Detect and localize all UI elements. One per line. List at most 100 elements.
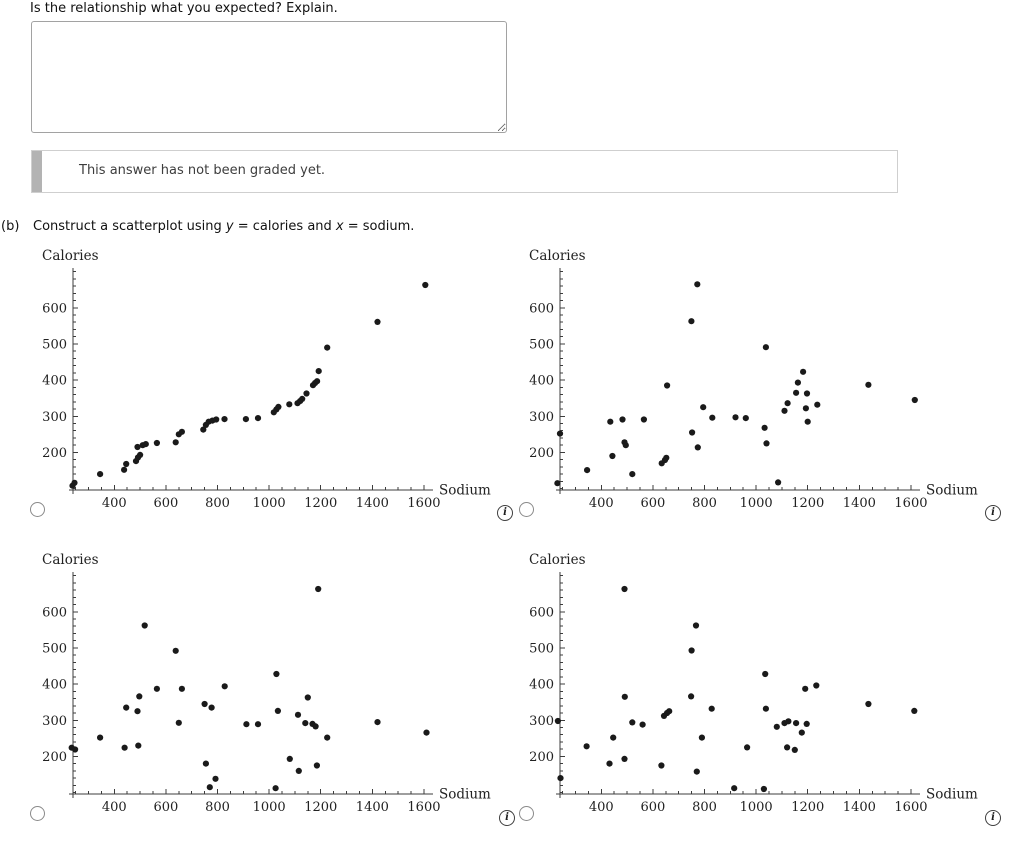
x-tick-label: 800 [205, 800, 230, 815]
radio-option-d[interactable] [519, 806, 534, 821]
y-axis-label: Calories [42, 552, 99, 568]
y-tick-label: 600 [42, 605, 67, 620]
data-point [312, 723, 319, 730]
data-point [609, 452, 616, 460]
answer-textarea[interactable] [31, 21, 507, 133]
y-tick-label: 400 [42, 678, 67, 693]
data-point [273, 670, 280, 678]
data-point [72, 746, 79, 753]
x-tick-label: 1400 [356, 496, 389, 511]
radio-option-b[interactable] [519, 502, 534, 517]
data-point [610, 734, 617, 741]
scatterplot-option-a: 400 600 800 1000 1200 1400 1600 200 300 400 500 600… [42, 248, 491, 511]
data-point [313, 762, 320, 769]
data-point [762, 344, 769, 351]
part-b-label: (b) [1, 219, 20, 234]
part-b-text-3: = sodium. [343, 219, 415, 234]
data-point [663, 454, 670, 461]
data-point [71, 479, 78, 486]
data-point [640, 416, 647, 423]
data-point [243, 721, 250, 728]
x-tick-label: 1600 [894, 496, 927, 511]
x-tick-label: 400 [102, 800, 127, 815]
info-icon-option-d[interactable]: i [985, 810, 1001, 826]
data-point [785, 718, 792, 725]
part-b-text-1: Construct a scatterplot using [33, 219, 226, 234]
x-tick-label: 1200 [791, 800, 824, 815]
data-point [200, 426, 207, 433]
data-point [607, 418, 614, 425]
scatterplot-option-b: 400 600 800 1000 1200 1400 1600 200 300 400 500 600… [529, 248, 978, 511]
grade-status-bar [32, 151, 42, 192]
radio-option-a[interactable] [30, 502, 45, 517]
data-point [422, 281, 429, 289]
x-tick-label: 1200 [304, 800, 337, 815]
data-point [689, 429, 696, 436]
info-icon-option-c[interactable]: i [499, 810, 515, 826]
data-point [793, 389, 800, 396]
y-tick-label: 500 [42, 337, 67, 352]
data-point [911, 707, 918, 714]
data-point [693, 768, 700, 775]
data-point [254, 721, 262, 728]
x-axis-label: Sodium [439, 787, 491, 803]
x-tick-label: 400 [589, 800, 614, 815]
data-point [221, 416, 228, 423]
info-icon-option-a[interactable]: i [497, 505, 513, 521]
data-point [295, 767, 302, 774]
info-icon-glyph: i [991, 507, 995, 518]
data-point [694, 444, 701, 451]
y-tick-label: 500 [42, 641, 67, 656]
data-point [804, 418, 811, 425]
part-b-var-y: y [225, 219, 234, 234]
y-axis-label: Calories [529, 248, 586, 264]
data-point [784, 744, 791, 751]
data-point [172, 647, 179, 654]
info-icon-glyph: i [503, 507, 507, 518]
info-icon-glyph: i [505, 812, 509, 823]
data-point [865, 381, 872, 388]
data-point [709, 414, 716, 421]
data-point [202, 760, 209, 767]
x-tick-label: 1000 [253, 496, 286, 511]
y-tick-label: 300 [529, 714, 554, 729]
x-tick-label: 600 [153, 800, 178, 815]
scatterplot-option-d: 400 600 800 1000 1200 1400 1600 200 300 400 500 600… [529, 552, 978, 815]
y-axis-label: Calories [42, 248, 99, 264]
x-tick-label: 1200 [304, 496, 337, 511]
radio-option-c[interactable] [30, 806, 45, 821]
data-point [206, 784, 213, 791]
data-point [141, 622, 148, 629]
data-point [763, 440, 770, 447]
data-point [621, 755, 628, 762]
data-point [303, 390, 310, 397]
x-axis-label: Sodium [439, 483, 491, 499]
y-tick-label: 600 [529, 301, 554, 316]
data-point [172, 439, 179, 446]
data-point [629, 471, 636, 478]
data-point [688, 693, 695, 700]
data-point [814, 401, 821, 408]
data-point [694, 281, 701, 288]
data-point [315, 368, 322, 375]
info-icon-option-b[interactable]: i [985, 505, 1001, 521]
x-tick-label: 1200 [791, 496, 824, 511]
x-tick-label: 1000 [740, 496, 773, 511]
data-point [791, 746, 798, 753]
data-point [134, 708, 141, 715]
data-point [556, 430, 564, 437]
data-point [794, 379, 801, 386]
data-point [294, 711, 302, 718]
scatterplot-option-c: 400 600 800 1000 1200 1400 1600 200 300 400 500 600… [42, 552, 491, 815]
data-point [742, 415, 749, 422]
x-tick-label: 1600 [894, 800, 927, 815]
x-tick-label: 800 [205, 496, 230, 511]
data-point [813, 682, 820, 689]
y-tick-label: 300 [42, 714, 67, 729]
x-tick-label: 800 [692, 800, 717, 815]
data-point [802, 685, 809, 692]
data-point [123, 704, 130, 711]
y-tick-label: 400 [529, 374, 554, 389]
data-point [762, 670, 769, 678]
data-point [621, 585, 628, 593]
